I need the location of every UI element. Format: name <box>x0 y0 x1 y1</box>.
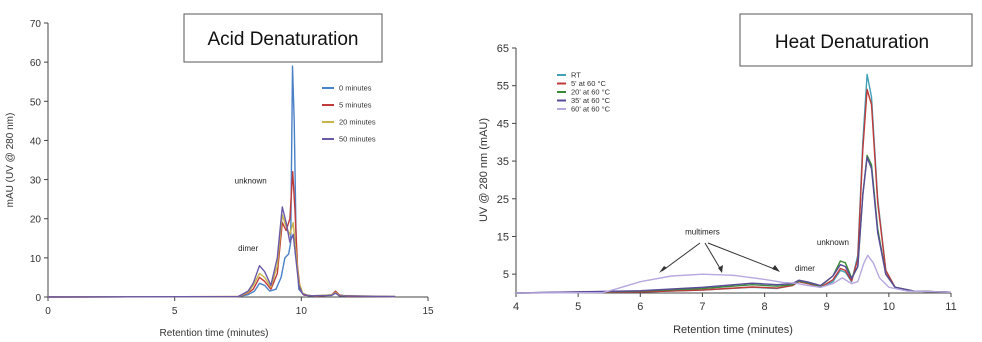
x-tick-label: 7 <box>699 301 705 313</box>
legend-label: 20' at 60 °C <box>571 88 611 97</box>
x-tick-label: 6 <box>637 301 643 313</box>
y-tick-label: 25 <box>497 194 509 206</box>
legend-label: 50 minutes <box>339 135 376 144</box>
y-tick-label: 20 <box>30 215 42 226</box>
heat-denaturation-chart: Heat Denaturation 4 5 6 7 8 9 10 11 51525354555… <box>478 13 973 336</box>
multimers-arrows <box>661 242 778 272</box>
x-tick-label: 8 <box>762 301 768 313</box>
legend-label: 5 minutes <box>339 101 372 110</box>
x-tick-label: 5 <box>575 301 581 313</box>
series-line-60-at-60-c <box>515 254 952 294</box>
y-tick-label: 5 <box>503 269 509 281</box>
x-tick-label: 11 <box>945 301 956 313</box>
y-tick-label: 15 <box>497 231 509 243</box>
series-line-5-at-60-c <box>515 88 952 294</box>
x-tick-label: 10 <box>296 306 308 317</box>
y-tick-label: 10 <box>30 254 42 265</box>
y-axis-title: UV @ 280 nm (mAU) <box>478 118 490 222</box>
x-tick-label: 9 <box>824 301 830 313</box>
x-tick-label: 5 <box>172 306 178 317</box>
legend-label: 35' at 60 °C <box>571 96 611 105</box>
y-tick-label: 30 <box>30 176 42 187</box>
y-tick-label: 55 <box>497 81 509 93</box>
multimers-arrowheads <box>659 265 780 273</box>
x-axis-title: Retention time (minutes) <box>160 328 269 339</box>
legend-label: 60' at 60 °C <box>571 105 611 114</box>
y-tick-label: 50 <box>30 97 42 108</box>
legend: RT5' at 60 °C20' at 60 °C35' at 60 °C60'… <box>557 71 611 114</box>
legend-label: 20 minutes <box>339 118 376 127</box>
y-tick-label: 70 <box>30 19 42 30</box>
annotation-label: dimer <box>238 244 258 253</box>
chart-title-box <box>739 13 973 67</box>
chart-title: Heat Denaturation <box>775 32 929 53</box>
series-line-5-minutes <box>47 171 396 298</box>
legend-label: 0 minutes <box>339 84 372 93</box>
y-tick-label: 0 <box>35 293 41 304</box>
x-tick-label: 4 <box>513 301 519 313</box>
series-line-20-minutes <box>47 214 396 298</box>
annotation-label: dimer <box>795 264 815 273</box>
x-tick-label: 10 <box>883 301 895 313</box>
x-tick-label: 15 <box>422 306 434 317</box>
y-tick-label: 65 <box>497 43 509 55</box>
y-tick-label: 45 <box>497 118 509 130</box>
y-tick-label: 40 <box>30 136 42 147</box>
acid-denaturation-chart: Acid Denaturation 0 5 10 15 0 10 20 30 40 50 60 70… <box>5 13 434 339</box>
chart-title: Acid Denaturation <box>207 29 358 50</box>
legend-label: 5' at 60 °C <box>571 79 606 88</box>
y-tick-label: 60 <box>30 58 42 69</box>
chart-title-box <box>183 13 383 63</box>
x-axis-title: Retention time (minutes) <box>673 324 793 336</box>
annotation-label: multimers <box>685 228 720 237</box>
y-tick-label: 35 <box>497 156 509 168</box>
series-line-35-at-60-c <box>515 156 952 294</box>
annotation-label: unknown <box>235 176 267 185</box>
legend: 0 minutes 5 minutes 20 minutes 50 minutes <box>322 84 376 144</box>
y-axis-title: mAU (UV @ 280 nm) <box>5 113 16 208</box>
legend-label: RT <box>571 71 581 80</box>
series-line-50-minutes <box>47 206 396 298</box>
annotation-label: unknown <box>817 238 849 247</box>
x-tick-label: 0 <box>45 306 51 317</box>
